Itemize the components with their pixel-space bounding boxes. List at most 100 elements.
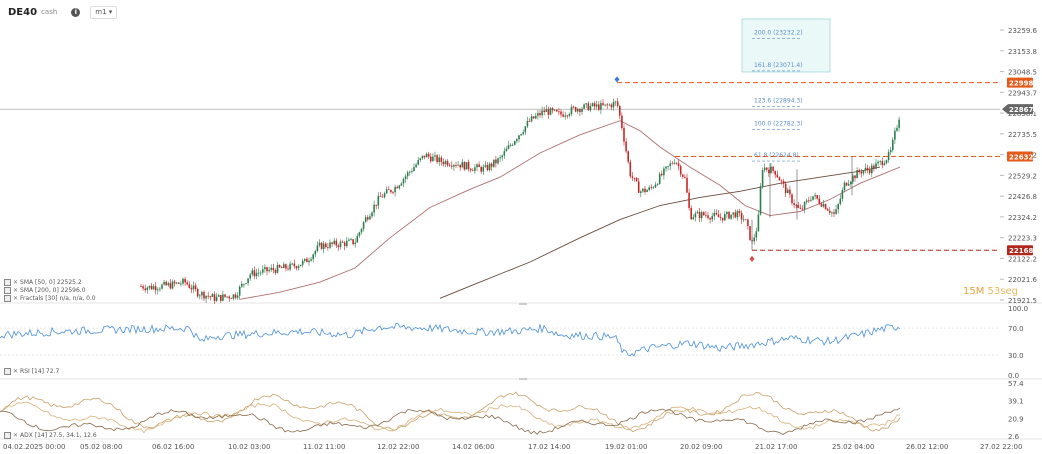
candle-body [650,187,653,189]
candle-body [541,110,543,116]
candle [623,124,625,146]
candle [272,263,275,274]
time-tick-label: 26.02 12:00 [906,443,948,451]
close-icon[interactable]: ✕ [13,295,19,302]
candle [241,281,243,288]
time-tick-label: 17.02 14:00 [528,443,570,451]
candle-body [274,269,277,273]
candle [629,159,632,179]
candle [381,193,384,198]
candle-body [154,286,157,291]
candle [587,101,590,111]
symbol-name[interactable]: DE40 [8,6,38,18]
legend-toggle-icon[interactable] [4,295,11,302]
candle-body [860,171,863,174]
candle [436,153,438,164]
legend-rsi[interactable]: ✕ RSI [14] 72.7 [4,368,59,375]
candle-body [665,166,667,169]
candle [318,239,321,248]
close-icon[interactable]: ✕ [13,432,19,439]
candle [343,240,346,251]
timeframe-dropdown[interactable]: m1 ▾ [90,5,118,19]
legend-sma50[interactable]: ✕ SMA [50, 0] 22525.2 [4,279,82,286]
legend-toggle-icon[interactable] [4,432,11,439]
candle [236,292,239,300]
candle-body [711,216,713,220]
candle-body [539,113,541,116]
legend-toggle-icon[interactable] [4,279,11,286]
price-tick-label: 22122.2 [1008,255,1037,263]
candle-body [173,281,176,284]
fib-target-box [741,18,831,73]
candle-body [495,159,497,164]
candle [175,281,178,285]
candle-body [467,162,470,169]
candle-body [474,167,476,171]
candle [719,213,722,221]
candle-body [877,161,879,164]
candle-body [526,121,529,127]
candle [182,277,184,286]
candle-body [690,207,692,220]
legend-adx[interactable]: ✕ ADX [14] 27.5, 34.1, 12.6 [4,432,97,439]
adx-minus-di-line [0,407,901,435]
candle-body [713,212,716,217]
candle [373,200,375,217]
close-icon[interactable]: ✕ [13,368,19,375]
candle-body [520,134,522,136]
candle-body [570,106,573,114]
candle [621,112,623,131]
candle-body [503,151,506,156]
close-icon[interactable]: ✕ [13,287,19,294]
candle-body [369,216,371,220]
candle [543,106,545,116]
candle-body [339,241,342,248]
candle-body [488,163,491,171]
candle [390,189,392,194]
candle-body [629,161,632,177]
candlestick-series [140,97,900,305]
candle [337,243,340,251]
candle [238,285,241,300]
candle-body [461,162,464,168]
fibonacci-tool[interactable]: 200.0 (23232.2) 161.8 (23071.4) 123.6 (228… [741,18,831,162]
candle [845,182,848,187]
candle [705,211,707,219]
candle [306,257,308,263]
candle-body [497,158,499,164]
candle-body [808,200,810,202]
time-tick-label: 21.02 17:00 [755,443,797,451]
candle-body [568,113,571,116]
candle [726,210,728,219]
candle-body [446,161,449,166]
candle [549,107,552,116]
candle [354,238,356,248]
legend-fractals[interactable]: ✕ Fractals [30] n/a, n/a, 0.0 [4,295,96,302]
info-icon[interactable]: i [71,7,81,17]
candle [247,278,249,286]
candle [285,263,287,272]
candle-body [469,168,472,171]
candle [427,151,430,159]
candle-body [442,161,445,165]
candle [602,98,604,106]
horizontal-levels[interactable] [614,76,1001,262]
price-tick-label: 22021.6 [1008,276,1037,284]
legend-toggle-icon[interactable] [4,287,11,294]
candle [274,268,277,275]
legend-sma200[interactable]: ✕ SMA [200, 0] 22596.0 [4,287,86,294]
candle-body [343,242,346,247]
candle-body [669,163,671,167]
candle-body [472,170,474,172]
candle-body [850,181,852,184]
candle [860,168,863,178]
candle [816,194,818,200]
candle [820,202,823,208]
candle-body [230,298,233,300]
legend-toggle-icon[interactable] [4,368,11,375]
close-icon[interactable]: ✕ [13,279,19,286]
price-badge-label: 22998.5 [1009,80,1041,88]
candle [161,283,163,290]
candle-body [839,198,842,205]
